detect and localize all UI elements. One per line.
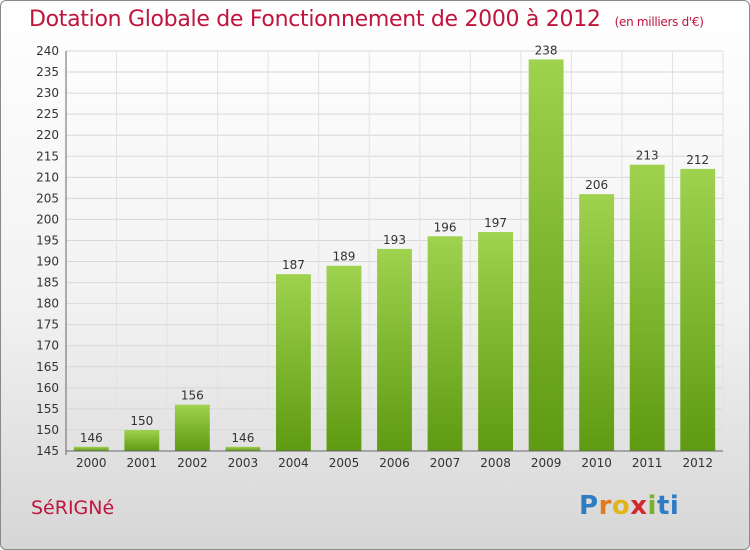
- bar-value-label: 206: [585, 178, 608, 192]
- bar-value-label: 146: [231, 431, 254, 445]
- chart-title-text: Dotation Globale de Fonctionnement de 20…: [29, 7, 601, 32]
- logo-letter: r: [598, 491, 612, 521]
- y-tick-label: 160: [36, 381, 59, 395]
- x-tick-label: 2007: [430, 456, 461, 470]
- commune-name: SéRIGNé: [31, 497, 115, 519]
- bar: [225, 446, 261, 451]
- logo-letter: t: [656, 491, 670, 521]
- bar: [629, 164, 665, 451]
- y-tick-label: 205: [36, 191, 59, 205]
- bar: [478, 232, 514, 451]
- logo-letter: o: [611, 491, 631, 521]
- y-tick-label: 185: [36, 276, 59, 290]
- unit-note: (en milliers d'€): [614, 15, 704, 29]
- bar: [579, 194, 615, 451]
- bar-value-label: 213: [636, 149, 659, 163]
- logo-letter: P: [579, 491, 599, 521]
- x-tick-label: 2003: [228, 456, 259, 470]
- bar-value-label: 150: [130, 414, 153, 428]
- x-tick-label: 2001: [127, 456, 158, 470]
- bar: [124, 429, 160, 451]
- x-tick-label: 2004: [278, 456, 309, 470]
- x-tick-label: 2002: [177, 456, 208, 470]
- y-tick-label: 175: [36, 318, 59, 332]
- bar-value-label: 212: [686, 153, 709, 167]
- x-tick-label: 2006: [379, 456, 410, 470]
- y-tick-label: 170: [36, 339, 59, 353]
- y-axis: 145 150 155 160 165 170 175 180 185 190 195 200 205 2…: [36, 44, 67, 458]
- x-tick-label: 2011: [632, 456, 663, 470]
- x-tick-label: 2005: [329, 456, 360, 470]
- y-tick-label: 200: [36, 212, 59, 226]
- x-tick-label: 2012: [682, 456, 713, 470]
- bar-value-label: 238: [535, 43, 558, 57]
- x-axis: 2000 2001 2002 2003 2004 2005 2006 2007 2008 2009…: [66, 450, 723, 470]
- bar: [528, 59, 564, 451]
- y-tick-label: 195: [36, 233, 59, 247]
- y-tick-label: 180: [36, 297, 59, 311]
- y-tick-label: 215: [36, 149, 59, 163]
- bar: [275, 274, 311, 451]
- y-tick-label: 235: [36, 65, 59, 79]
- bar: [377, 248, 412, 451]
- bars: 146 150 156 146 187 189 193 196 197 238 206 213 212: [73, 43, 716, 452]
- bar: [73, 446, 109, 451]
- logo-letter: x: [630, 491, 648, 521]
- bar-value-label: 187: [282, 258, 305, 272]
- y-tick-label: 220: [36, 128, 59, 142]
- bar-value-label: 189: [333, 250, 356, 264]
- logo-letter: i: [669, 491, 680, 521]
- bar: [427, 236, 463, 451]
- y-tick-label: 225: [36, 107, 59, 121]
- y-tick-label: 155: [36, 402, 59, 416]
- x-tick-label: 2000: [76, 456, 107, 470]
- y-tick-label: 240: [36, 44, 59, 58]
- y-tick-label: 190: [36, 255, 59, 269]
- bar: [174, 404, 210, 451]
- proxiti-logo: Proxiti: [579, 491, 679, 521]
- bar: [680, 168, 716, 452]
- y-tick-label: 230: [36, 86, 59, 100]
- x-tick-label: 2008: [480, 456, 511, 470]
- bar-value-label: 193: [383, 233, 406, 247]
- y-tick-label: 145: [36, 444, 59, 458]
- chart-title: Dotation Globale de Fonctionnement de 20…: [29, 7, 704, 32]
- logo-letter: i: [647, 491, 657, 521]
- bar-value-label: 196: [434, 220, 457, 234]
- bar-value-label: 156: [181, 389, 204, 403]
- x-tick-label: 2010: [581, 456, 612, 470]
- y-tick-label: 165: [36, 360, 59, 374]
- bar: [326, 265, 362, 451]
- y-tick-label: 150: [36, 423, 59, 437]
- bar-value-label: 146: [80, 431, 103, 445]
- bar-value-label: 197: [484, 216, 507, 230]
- x-tick-label: 2009: [531, 456, 562, 470]
- y-tick-label: 210: [36, 170, 59, 184]
